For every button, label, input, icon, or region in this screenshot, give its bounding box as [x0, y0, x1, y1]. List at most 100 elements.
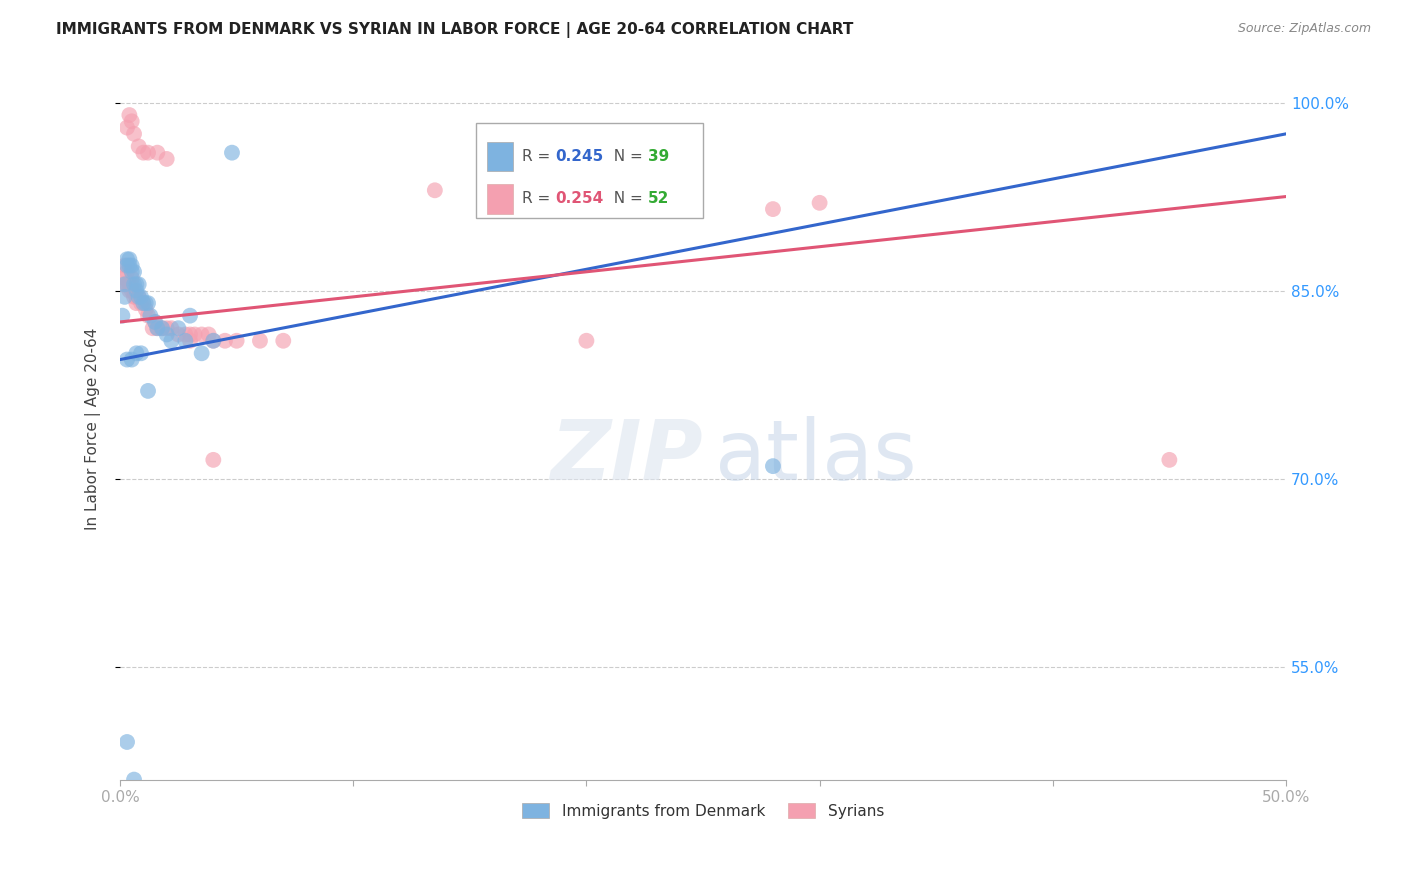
Point — [136, 309, 159, 323]
Point — [183, 327, 205, 342]
Point — [575, 334, 598, 348]
Text: IMMIGRANTS FROM DENMARK VS SYRIAN IN LABOR FORCE | AGE 20-64 CORRELATION CHART: IMMIGRANTS FROM DENMARK VS SYRIAN IN LAB… — [56, 22, 853, 38]
Point — [179, 309, 201, 323]
Point — [125, 277, 148, 292]
Point — [225, 334, 247, 348]
Point — [143, 315, 166, 329]
Point — [121, 114, 143, 128]
Point — [118, 252, 141, 267]
Point — [114, 290, 136, 304]
Bar — [488, 142, 513, 171]
Point — [115, 277, 138, 292]
Point — [762, 202, 785, 216]
Text: atlas: atlas — [714, 416, 917, 497]
Point — [174, 327, 197, 342]
Point — [197, 327, 219, 342]
Point — [125, 346, 148, 360]
Point — [202, 334, 225, 348]
Point — [167, 327, 190, 342]
Point — [150, 321, 173, 335]
Point — [139, 309, 162, 323]
Point — [136, 384, 159, 398]
Text: 39: 39 — [648, 149, 669, 164]
Text: 0.245: 0.245 — [555, 149, 603, 164]
Point — [114, 271, 136, 285]
Point — [160, 321, 183, 335]
Point — [762, 459, 785, 474]
Point — [174, 334, 197, 348]
Point — [121, 277, 143, 292]
Point — [125, 290, 148, 304]
Point — [122, 265, 145, 279]
Point — [156, 152, 179, 166]
Point — [179, 327, 201, 342]
Point — [121, 265, 143, 279]
Point — [122, 277, 145, 292]
Point — [190, 327, 212, 342]
Point — [115, 120, 138, 135]
Point — [114, 259, 136, 273]
Point — [118, 284, 141, 298]
Point — [122, 284, 145, 298]
Point — [128, 139, 150, 153]
Point — [121, 284, 143, 298]
Point — [118, 277, 141, 292]
Point — [111, 309, 134, 323]
Text: N =: N = — [605, 149, 648, 164]
Point — [142, 321, 165, 335]
Point — [121, 271, 143, 285]
Point — [118, 108, 141, 122]
Point — [121, 259, 143, 273]
Point — [156, 321, 179, 335]
Point — [115, 352, 138, 367]
Point — [115, 259, 138, 273]
Point — [136, 145, 159, 160]
Point — [128, 290, 150, 304]
Point — [1159, 453, 1181, 467]
Point — [202, 334, 225, 348]
Point — [132, 296, 155, 310]
Point — [129, 346, 152, 360]
Point — [121, 352, 143, 367]
Point — [125, 284, 148, 298]
Point — [146, 321, 169, 335]
Point — [132, 296, 155, 310]
Point — [214, 334, 236, 348]
Point — [202, 453, 225, 467]
Text: N =: N = — [605, 192, 648, 206]
Y-axis label: In Labor Force | Age 20-64: In Labor Force | Age 20-64 — [86, 327, 101, 530]
Point — [118, 259, 141, 273]
Legend: Immigrants from Denmark, Syrians: Immigrants from Denmark, Syrians — [516, 797, 890, 824]
Point — [129, 290, 152, 304]
Point — [135, 302, 157, 317]
Point — [125, 296, 148, 310]
Bar — [488, 184, 513, 214]
Point — [808, 195, 831, 210]
Point — [190, 346, 212, 360]
Point — [136, 296, 159, 310]
Text: Source: ZipAtlas.com: Source: ZipAtlas.com — [1237, 22, 1371, 36]
Text: 52: 52 — [648, 192, 669, 206]
Point — [179, 334, 201, 348]
Text: ZIP: ZIP — [550, 416, 703, 497]
Point — [146, 321, 169, 335]
Point — [249, 334, 271, 348]
Point — [135, 296, 157, 310]
Point — [221, 145, 243, 160]
Point — [156, 327, 179, 342]
Point — [122, 772, 145, 787]
Text: 0.254: 0.254 — [555, 192, 603, 206]
Point — [111, 277, 134, 292]
Point — [129, 296, 152, 310]
Point — [115, 265, 138, 279]
Point — [160, 334, 183, 348]
FancyBboxPatch shape — [475, 123, 703, 218]
Text: R =: R = — [522, 192, 555, 206]
Point — [143, 315, 166, 329]
Point — [271, 334, 294, 348]
Point — [115, 735, 138, 749]
Point — [122, 290, 145, 304]
Text: R =: R = — [522, 149, 555, 164]
Point — [115, 252, 138, 267]
Point — [114, 277, 136, 292]
